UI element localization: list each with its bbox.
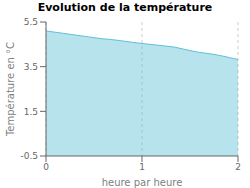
html-text:Evolution de la température: Evolution de la température (37, 1, 213, 14)
svg-text:1: 1 (139, 162, 145, 172)
svg-text:2: 2 (235, 162, 241, 172)
svg-text:0: 0 (43, 162, 49, 172)
svg-text:5.5: 5.5 (24, 17, 38, 27)
svg-text:Température en °C: Température en °C (8, 42, 16, 137)
svg-text:-0.5: -0.5 (20, 151, 38, 161)
svg-text:heure par heure: heure par heure (102, 177, 183, 188)
svg-text:3.5: 3.5 (24, 62, 38, 72)
svg-text:1.5: 1.5 (24, 107, 38, 117)
